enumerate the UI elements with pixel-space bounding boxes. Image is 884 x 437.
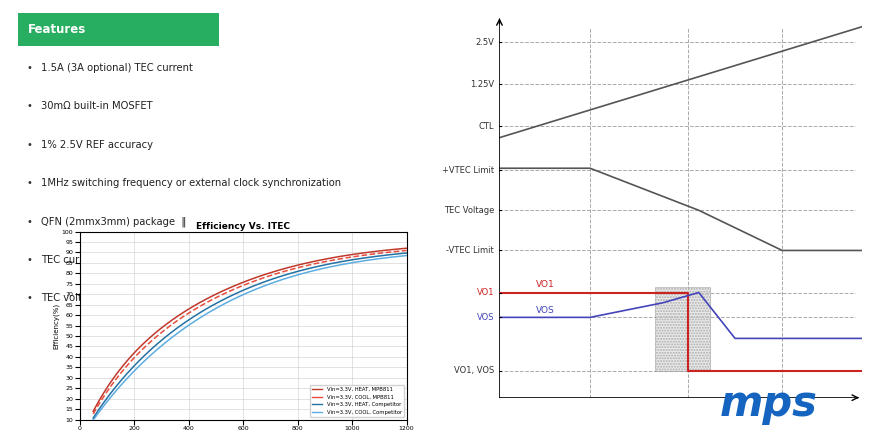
Text: 1% 2.5V REF accuracy: 1% 2.5V REF accuracy (41, 140, 153, 149)
Text: VO1: VO1 (476, 288, 494, 297)
Text: •: • (27, 140, 33, 149)
Text: TEC current monitoring: TEC current monitoring (41, 255, 157, 265)
Text: 30mΩ built-in MOSFET: 30mΩ built-in MOSFET (41, 101, 153, 111)
Text: 1MHz switching frequency or external clock synchronization: 1MHz switching frequency or external clo… (41, 178, 341, 188)
Text: Features: Features (28, 23, 87, 36)
Text: 1.5A (3A optional) TEC current: 1.5A (3A optional) TEC current (41, 63, 193, 73)
Text: mps: mps (720, 383, 818, 425)
Text: 1.25V: 1.25V (470, 80, 494, 89)
Text: •: • (27, 178, 33, 188)
Text: •: • (27, 217, 33, 226)
X-axis label: ITEC(mA): ITEC(mA) (227, 436, 259, 437)
FancyBboxPatch shape (19, 13, 218, 46)
Text: TEC Voltage: TEC Voltage (444, 206, 494, 215)
Text: VOS: VOS (536, 306, 554, 315)
Text: VO1, VOS: VO1, VOS (453, 366, 494, 375)
Text: VO1: VO1 (536, 281, 554, 289)
Text: •: • (27, 101, 33, 111)
Text: CTL: CTL (478, 121, 494, 131)
Text: •: • (27, 63, 33, 73)
Text: -VTEC Limit: -VTEC Limit (446, 246, 494, 255)
Text: •: • (27, 255, 33, 265)
Text: 2.5V: 2.5V (475, 38, 494, 47)
Text: •: • (27, 294, 33, 303)
Text: QFN (2mmx3mm) package  ‖: QFN (2mmx3mm) package ‖ (41, 216, 187, 227)
Text: +VTEC Limit: +VTEC Limit (442, 166, 494, 175)
Bar (655, 287, 710, 371)
Title: Efficiency Vs. ITEC: Efficiency Vs. ITEC (196, 222, 290, 231)
Legend: Vin=3.3V, HEAT, MPB811, Vin=3.3V, COOL, MPB811, Vin=3.3V, HEAT, Competitor, Vin=: Vin=3.3V, HEAT, MPB811, Vin=3.3V, COOL, … (309, 385, 404, 417)
Y-axis label: Efficiency(%): Efficiency(%) (52, 302, 59, 349)
Text: VOS: VOS (476, 313, 494, 322)
Text: TEC voltage monitoring: TEC voltage monitoring (41, 294, 158, 303)
